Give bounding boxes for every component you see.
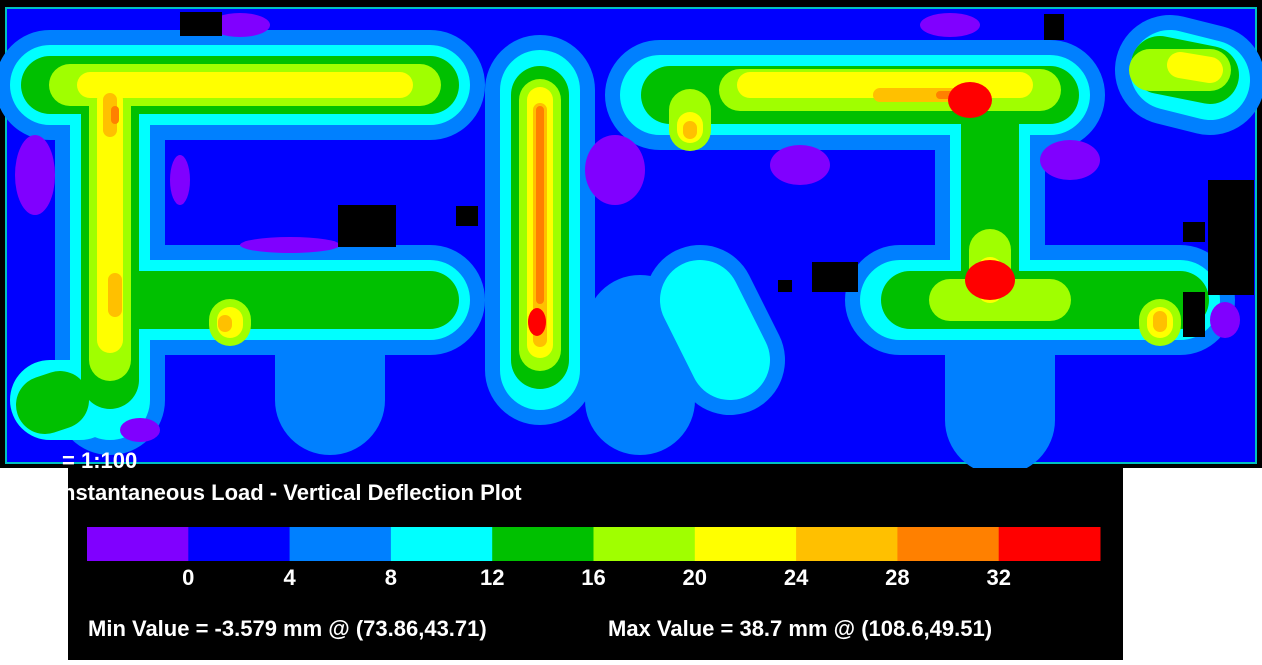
legend: 0 4 8 12 16 20 24 28 32 [87, 527, 1101, 590]
peak [528, 308, 546, 336]
legend-tick-label: 0 [182, 565, 194, 590]
legend-swatch [694, 527, 797, 561]
legend-swatch [593, 527, 696, 561]
plot-title: nstantaneous Load - Vertical Deflection … [62, 480, 522, 505]
legend-tick-label: 24 [784, 565, 809, 590]
openings [180, 12, 1254, 337]
legend-swatch [87, 527, 189, 561]
legend-tick-label: 4 [283, 565, 296, 590]
legend-swatch [390, 527, 493, 561]
legend-tick-label: 32 [986, 565, 1010, 590]
scale-label: = 1:100 [62, 448, 137, 473]
legend-tick-label: 28 [885, 565, 909, 590]
min-value: Min Value = -3.579 mm @ (73.86,43.71) [88, 616, 487, 641]
legend-swatch [188, 527, 291, 561]
legend-panel [68, 468, 1123, 660]
legend-swatch [796, 527, 898, 561]
legend-swatch [897, 527, 1000, 561]
max-value: Max Value = 38.7 mm @ (108.6,49.51) [608, 616, 992, 641]
legend-tick-label: 12 [480, 565, 504, 590]
legend-swatch [998, 527, 1101, 561]
legend-tick-label: 8 [385, 565, 397, 590]
legend-tick-label: 16 [581, 565, 605, 590]
low-regions [15, 13, 1240, 442]
legend-tick-label: 20 [683, 565, 707, 590]
band-32 [111, 91, 989, 304]
peak [948, 82, 992, 118]
legend-swatch [492, 527, 594, 561]
peak [965, 260, 1015, 300]
legend-swatch [289, 527, 392, 561]
blank [0, 468, 68, 660]
contours [0, 12, 1262, 475]
